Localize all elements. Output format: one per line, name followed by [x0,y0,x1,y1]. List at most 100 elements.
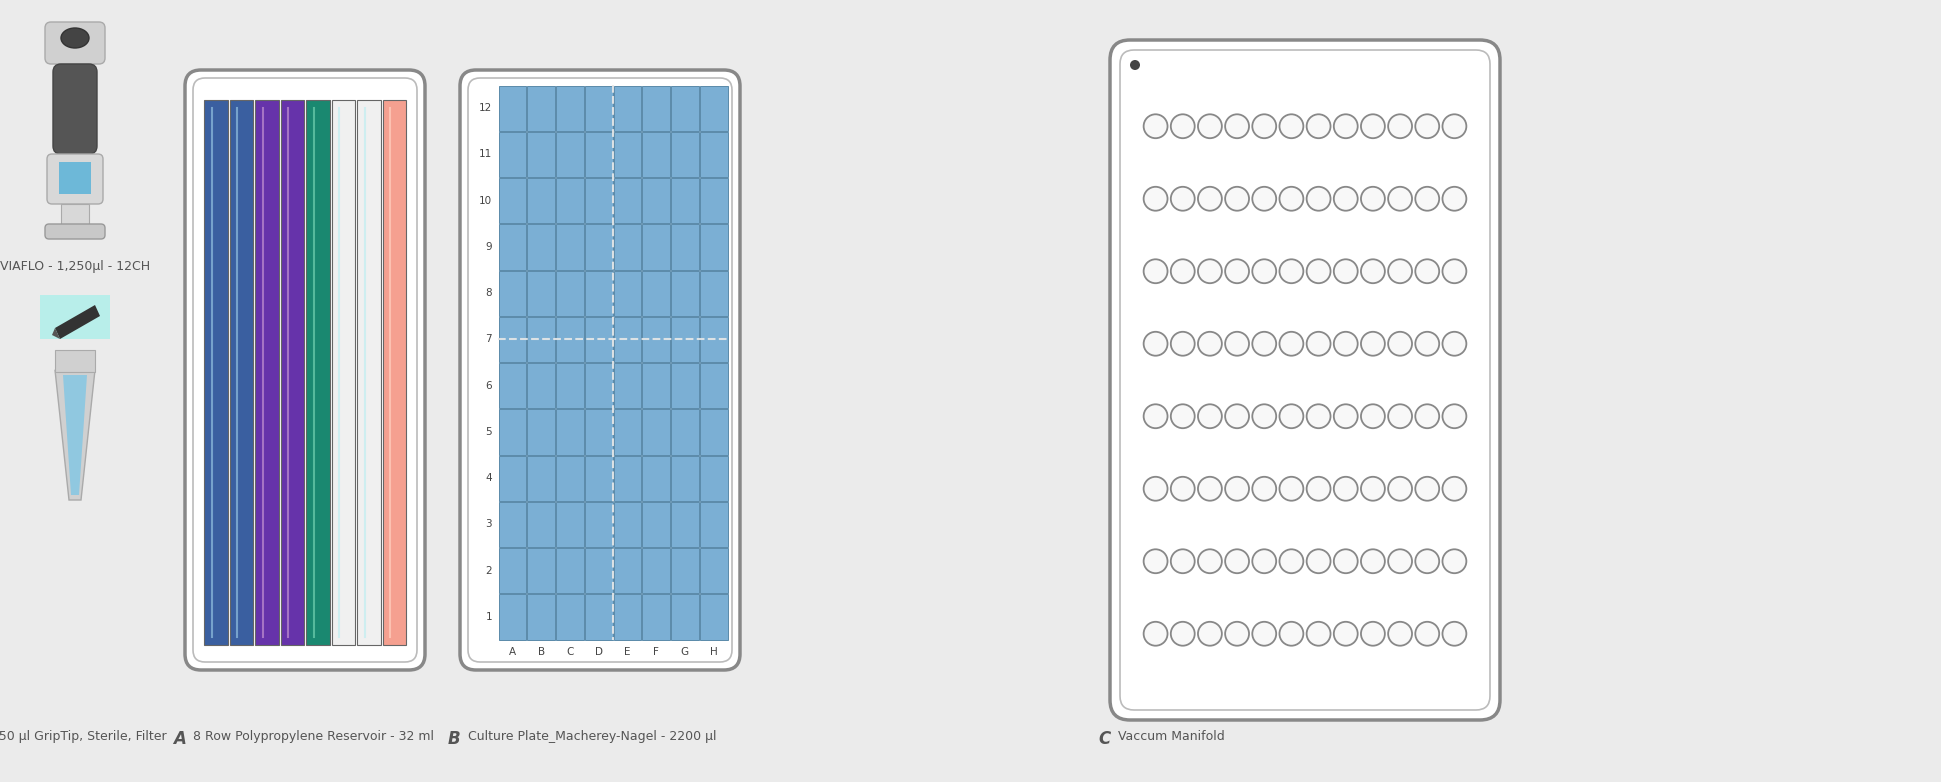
Bar [584,131,613,177]
Bar [555,409,584,454]
Bar [613,409,641,454]
Bar [584,85,613,131]
Text: 8 Row Polypropylene Reservoir - 32 ml: 8 Row Polypropylene Reservoir - 32 ml [192,730,435,743]
Text: Vaccum Manifold: Vaccum Manifold [1118,730,1225,743]
Circle shape [1143,477,1168,500]
Bar [555,548,584,594]
Circle shape [1225,477,1250,500]
Text: 4: 4 [485,473,491,483]
Circle shape [1170,549,1196,573]
Circle shape [1306,260,1330,283]
Circle shape [1198,549,1223,573]
Circle shape [1170,114,1196,138]
Bar [584,594,613,640]
Bar [613,502,641,547]
Bar [499,224,526,270]
Circle shape [1170,187,1196,210]
Circle shape [1279,622,1302,646]
Circle shape [1388,477,1411,500]
Circle shape [1388,622,1411,646]
Circle shape [1442,332,1465,356]
Circle shape [1415,332,1438,356]
Bar [41,295,111,339]
Circle shape [1333,404,1357,429]
Bar [701,271,728,316]
Circle shape [1333,260,1357,283]
Polygon shape [52,328,60,339]
Bar [254,100,278,645]
Bar [528,594,555,640]
Text: G: G [681,647,689,657]
Circle shape [1442,260,1465,283]
Circle shape [1388,404,1411,429]
Circle shape [1252,332,1275,356]
Circle shape [1170,477,1196,500]
Circle shape [1333,114,1357,138]
Circle shape [1333,332,1357,356]
Circle shape [1388,260,1411,283]
Bar [307,100,330,645]
Bar [613,271,641,316]
Bar [672,455,699,500]
FancyBboxPatch shape [45,22,105,64]
Text: 10: 10 [479,196,491,206]
Circle shape [1306,477,1330,500]
Circle shape [1143,260,1168,283]
Circle shape [1415,477,1438,500]
Bar [204,100,227,645]
FancyBboxPatch shape [184,70,425,670]
Bar [499,317,526,362]
Bar [229,100,252,645]
Bar [528,455,555,500]
Text: 2: 2 [485,565,491,576]
Bar [672,178,699,223]
Bar [642,271,670,316]
Circle shape [1388,549,1411,573]
Circle shape [1388,187,1411,210]
Circle shape [1198,622,1223,646]
Circle shape [1170,622,1196,646]
Bar [613,178,641,223]
Circle shape [1415,114,1438,138]
FancyBboxPatch shape [45,224,105,239]
Circle shape [1279,114,1302,138]
Circle shape [1442,477,1465,500]
Circle shape [1170,404,1196,429]
Bar [701,548,728,594]
Bar [642,548,670,594]
Bar [642,363,670,408]
Text: A: A [509,647,516,657]
Bar [332,100,355,645]
Bar [701,594,728,640]
Circle shape [1388,332,1411,356]
Circle shape [1333,477,1357,500]
Circle shape [1198,260,1223,283]
Circle shape [1225,622,1250,646]
Bar [584,271,613,316]
Bar [613,317,641,362]
Bar [555,317,584,362]
Text: VIAFLO - 1,250µl - 12CH: VIAFLO - 1,250µl - 12CH [0,260,149,273]
Bar [584,224,613,270]
Bar [555,271,584,316]
Circle shape [1279,187,1302,210]
Circle shape [1361,477,1384,500]
Circle shape [1225,114,1250,138]
Circle shape [1252,114,1275,138]
Bar [701,502,728,547]
Circle shape [1306,114,1330,138]
Text: 3: 3 [485,519,491,529]
Circle shape [1252,549,1275,573]
Bar [584,317,613,362]
Bar [58,162,91,194]
Bar [528,271,555,316]
Bar [672,317,699,362]
Bar [499,271,526,316]
Text: C: C [1099,730,1110,748]
Circle shape [1361,187,1384,210]
Bar [672,271,699,316]
Text: 5: 5 [485,427,491,437]
Bar [499,594,526,640]
Circle shape [1333,187,1357,210]
Circle shape [1252,187,1275,210]
